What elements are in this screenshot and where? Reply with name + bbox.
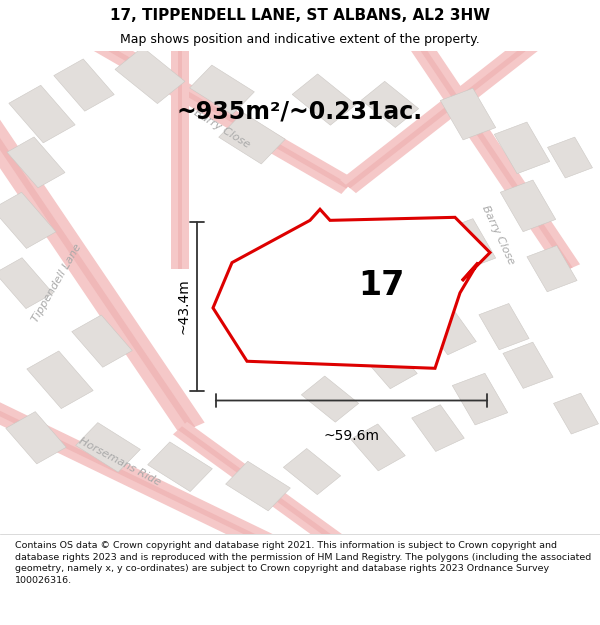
Polygon shape bbox=[27, 351, 93, 409]
Polygon shape bbox=[190, 65, 254, 115]
Polygon shape bbox=[361, 81, 419, 127]
Polygon shape bbox=[301, 376, 359, 422]
Polygon shape bbox=[0, 391, 306, 567]
Text: Map shows position and indicative extent of the property.: Map shows position and indicative extent… bbox=[120, 34, 480, 46]
Polygon shape bbox=[178, 27, 182, 269]
Polygon shape bbox=[9, 85, 75, 143]
Polygon shape bbox=[0, 397, 302, 561]
Polygon shape bbox=[440, 219, 496, 271]
Polygon shape bbox=[424, 308, 476, 355]
Polygon shape bbox=[503, 342, 553, 388]
Polygon shape bbox=[452, 373, 508, 425]
Polygon shape bbox=[398, 22, 580, 273]
Polygon shape bbox=[363, 342, 417, 389]
Text: Tippendell Lane: Tippendell Lane bbox=[31, 242, 83, 324]
Polygon shape bbox=[213, 209, 490, 368]
Polygon shape bbox=[548, 137, 592, 178]
Polygon shape bbox=[440, 88, 496, 140]
Polygon shape bbox=[72, 315, 132, 368]
Polygon shape bbox=[292, 74, 356, 125]
Polygon shape bbox=[412, 405, 464, 451]
Text: Contains OS data © Crown copyright and database right 2021. This information is : Contains OS data © Crown copyright and d… bbox=[15, 541, 591, 585]
Polygon shape bbox=[0, 258, 53, 309]
Polygon shape bbox=[479, 304, 529, 350]
Polygon shape bbox=[500, 180, 556, 232]
Polygon shape bbox=[171, 27, 189, 269]
Text: Barry Close: Barry Close bbox=[192, 107, 252, 150]
Polygon shape bbox=[115, 48, 185, 104]
Text: ~935m²/~0.231ac.: ~935m²/~0.231ac. bbox=[177, 99, 423, 124]
Polygon shape bbox=[494, 122, 550, 174]
Polygon shape bbox=[527, 246, 577, 292]
Polygon shape bbox=[283, 449, 341, 494]
Polygon shape bbox=[340, 21, 560, 193]
Polygon shape bbox=[554, 393, 598, 434]
Polygon shape bbox=[76, 422, 140, 472]
Polygon shape bbox=[54, 59, 114, 111]
Polygon shape bbox=[148, 442, 212, 491]
Polygon shape bbox=[178, 426, 362, 561]
Polygon shape bbox=[0, 94, 205, 434]
Text: Barry Close: Barry Close bbox=[480, 204, 516, 266]
Polygon shape bbox=[7, 137, 65, 188]
Polygon shape bbox=[65, 19, 355, 194]
Polygon shape bbox=[406, 26, 572, 270]
Text: 17: 17 bbox=[358, 269, 404, 302]
Polygon shape bbox=[0, 98, 195, 429]
Text: 17, TIPPENDELL LANE, ST ALBANS, AL2 3HW: 17, TIPPENDELL LANE, ST ALBANS, AL2 3HW bbox=[110, 8, 490, 23]
Polygon shape bbox=[70, 25, 350, 189]
Text: ~59.6m: ~59.6m bbox=[323, 429, 380, 444]
Text: ~43.4m: ~43.4m bbox=[177, 279, 191, 334]
Polygon shape bbox=[226, 461, 290, 511]
Text: Horsemans Ride: Horsemans Ride bbox=[77, 436, 163, 488]
Polygon shape bbox=[219, 112, 285, 164]
Polygon shape bbox=[351, 424, 405, 471]
Polygon shape bbox=[6, 412, 66, 464]
Polygon shape bbox=[173, 422, 367, 565]
Polygon shape bbox=[0, 192, 56, 249]
Polygon shape bbox=[346, 26, 554, 188]
